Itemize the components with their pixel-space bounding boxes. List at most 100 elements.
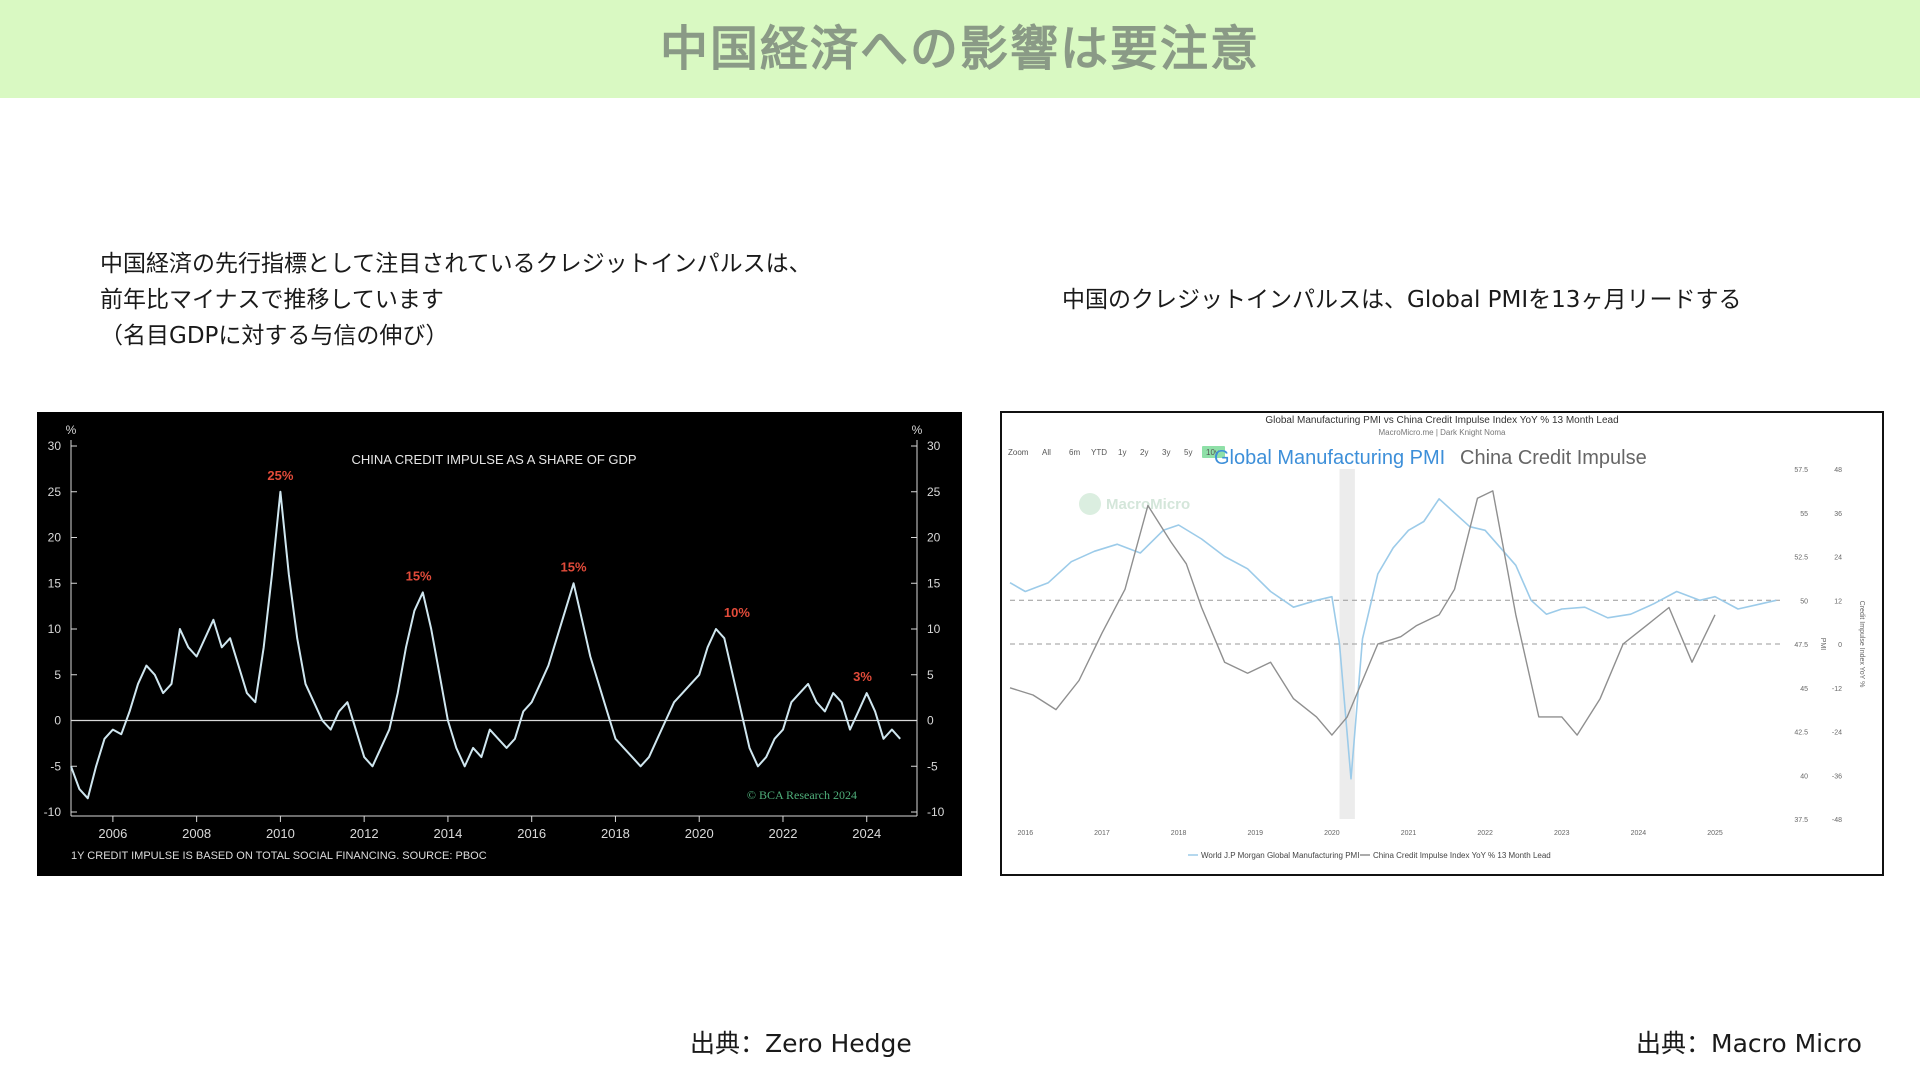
pmi-vs-credit-impulse-chart: Global Manufacturing PMI vs China Credit… [1000,411,1884,876]
x-tick-label: 2023 [1554,830,1570,837]
credit-impulse-line [70,490,901,800]
pmi-tick-label: 50 [1800,598,1808,605]
x-tick-label: 2018 [1171,830,1187,837]
bca-watermark: © BCA Research 2024 [747,788,857,802]
credit-overlay-label: China Credit Impulse [1460,447,1647,469]
x-tick-label: 2016 [517,826,546,841]
pmi-tick-label: 45 [1800,686,1808,693]
y-tick-label-right: 5 [927,668,934,682]
credit-tick-label: -36 [1832,773,1842,780]
y-tick-label-left: 0 [54,714,61,728]
pmi-tick-label: 57.5 [1794,467,1808,474]
y-tick-label-right: 10 [927,622,941,636]
x-tick-label: 2016 [1018,830,1034,837]
credit-axis-label: Credit Impulse Index YoY % [1858,601,1865,688]
credit-tick-label: -12 [1832,686,1842,693]
pmi-tick-label: 37.5 [1794,817,1808,824]
x-tick-label: 2019 [1247,830,1263,837]
left-description-line-2: 前年比マイナスで推移しています [100,287,444,313]
zoom-button-5y: 5y [1184,448,1192,457]
peak-annotation: 10% [724,605,750,620]
zoom-button-2y: 2y [1140,448,1148,457]
y-tick-label-left: -5 [50,759,61,773]
credit-impulse-line [1009,490,1716,736]
legend-label-pmi: World J.P Morgan Global Manufacturing PM… [1201,851,1359,860]
page-title: 中国経済への影響は要注意 [659,21,1260,77]
y-tick-label-left: 5 [54,668,61,682]
y-tick-label-right: 15 [927,576,941,590]
chart-title: Global Manufacturing PMI vs China Credit… [1265,415,1618,426]
x-tick-label: 2022 [769,826,798,841]
x-tick-label: 2025 [1707,830,1723,837]
title-banner [0,0,1920,98]
left-description: 中国経済の先行指標として注目されているクレジットインパルスは、 前年比マイナスで… [100,246,812,354]
x-tick-label: 2024 [1631,830,1647,837]
x-tick-label: 2014 [433,826,462,841]
chart-title: CHINA CREDIT IMPULSE AS A SHARE OF GDP [351,452,636,467]
y-tick-label-right: 0 [927,714,934,728]
x-tick-label: 2010 [266,826,295,841]
y-tick-label-right: -5 [927,759,938,773]
x-tick-label: 2008 [182,826,211,841]
right-description: 中国のクレジットインパルスは、Global PMIを13ヶ月リードする [1062,287,1742,313]
chart-subtitle: MacroMicro.me | Dark Knight Noma [1379,428,1507,437]
left-description-line-1: 中国経済の先行指標として注目されているクレジットインパルスは、 [100,251,812,277]
legend-label-credit: China Credit Impulse Index YoY % 13 Mont… [1373,851,1551,860]
x-tick-label: 2012 [350,826,379,841]
credit-tick-label: -24 [1832,730,1842,737]
y-tick-label-left: -10 [44,805,62,819]
credit-tick-label: 36 [1834,511,1842,518]
y-tick-label-right: 20 [927,531,941,545]
x-tick-label: 2020 [685,826,714,841]
x-tick-label: 2022 [1477,830,1493,837]
credit-tick-label: 24 [1834,555,1842,562]
peak-annotation: 15% [561,559,587,574]
left-unit-label: % [66,423,77,437]
y-tick-label-left: 25 [48,485,62,499]
y-tick-label-left: 30 [48,439,62,453]
zoom-button-6m: 6m [1069,448,1080,457]
pmi-tick-label: 40 [1800,773,1808,780]
x-tick-label: 2018 [601,826,630,841]
left-description-line-3: （名目GDPに対する与信の伸び） [100,323,449,349]
pmi-line [1009,498,1777,780]
x-tick-label: 2021 [1401,830,1417,837]
zoom-button-3y: 3y [1162,448,1170,457]
macromicro-watermark: MacroMicro [1106,496,1190,513]
china-credit-impulse-chart: -10 -10 -5 -5 0 0 5 5 10 10 15 15 20 20 25 25 30 30%% 2006… [37,412,962,876]
macromicro-logo-icon [1079,493,1101,515]
y-tick-label-left: 20 [48,531,62,545]
pmi-overlay-label: Global Manufacturing PMI [1214,447,1445,469]
y-tick-label-right: 25 [927,485,941,499]
source-right: 出典：Macro Micro [1636,1029,1862,1058]
right-unit-label: % [912,423,923,437]
zoom-button-YTD: YTD [1091,448,1107,457]
peak-annotation: 3% [853,669,872,684]
y-tick-label-right: -10 [927,805,945,819]
pmi-tick-label: 55 [1800,511,1808,518]
credit-tick-label: 0 [1838,642,1842,649]
y-tick-label-left: 15 [48,576,62,590]
credit-tick-label: 12 [1834,598,1842,605]
y-tick-label-right: 30 [927,439,941,453]
x-tick-label: 2024 [852,826,881,841]
pmi-vs-credit-impulse-svg: Global Manufacturing PMI vs China Credit… [1008,415,1865,860]
y-tick-label-left: 10 [48,622,62,636]
x-tick-label: 2017 [1094,830,1110,837]
pmi-tick-label: 42.5 [1794,730,1808,737]
pmi-axis-label: PMI [1819,638,1826,651]
peak-annotation: 25% [267,468,293,483]
x-tick-label: 2006 [98,826,127,841]
x-tick-label: 2020 [1324,830,1340,837]
source-left: 出典：Zero Hedge [690,1029,912,1058]
zoom-button-All: All [1042,448,1051,457]
zoom-selected-background [1202,446,1225,458]
chart-footnote: 1Y CREDIT IMPULSE IS BASED ON TOTAL SOCI… [71,850,487,862]
zoom-button-1y: 1y [1118,448,1126,457]
zoom-button-10y: 10y [1206,448,1219,457]
credit-tick-label: 48 [1834,467,1842,474]
peak-annotation: 15% [406,568,432,583]
zoom-label: Zoom [1008,448,1029,457]
pmi-tick-label: 47.5 [1794,642,1808,649]
